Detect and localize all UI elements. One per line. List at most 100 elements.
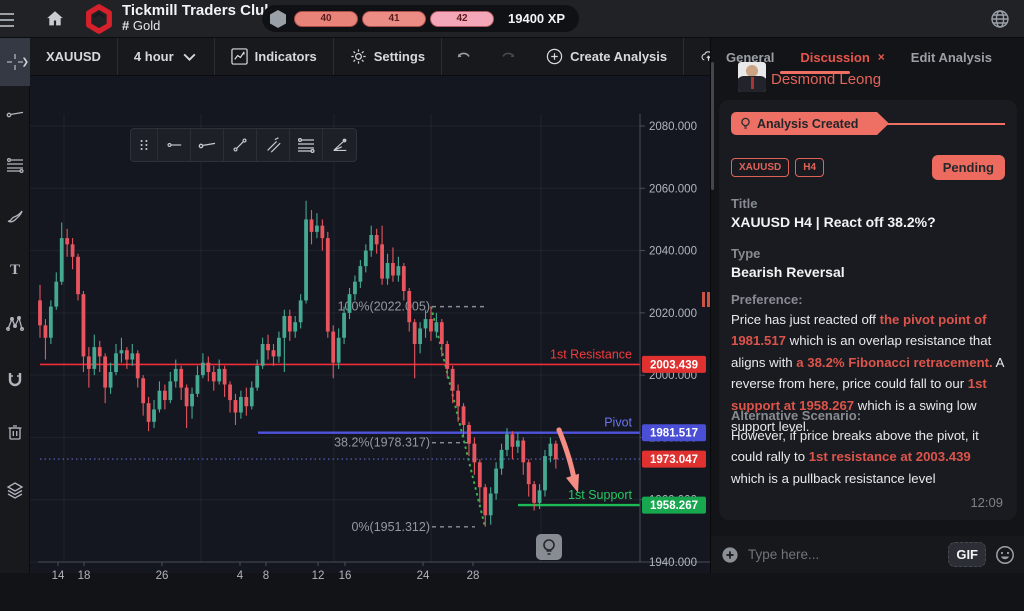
price-tick-label: 1940.000 (649, 557, 697, 569)
redo-icon (502, 52, 515, 57)
tag-row: XAUUSD H4 (731, 158, 825, 177)
sidebar-tool-magnet[interactable] (0, 356, 30, 404)
chart-svg: 100%(2022.005) 38.2%(1978.317) 0%(1951.312… (30, 114, 710, 582)
xp-level-chip: 40 (294, 10, 358, 27)
indicators-button[interactable]: Indicators (215, 38, 334, 75)
expand-tools-icon[interactable]: ❯ (21, 56, 29, 67)
sidebar-tool-xabcd-pattern[interactable] (0, 300, 30, 348)
preference-label: Preference: (731, 292, 803, 307)
preference-text: Price has just reacted off the pivot poi… (731, 312, 1004, 435)
time-tick-label: 18 (78, 570, 91, 582)
sidebar-tool-trash[interactable] (0, 408, 30, 456)
floating-tool-parallel-channel[interactable] (257, 129, 290, 161)
layers-icon (5, 480, 25, 500)
time-tick-label: 14 (52, 570, 65, 582)
avatar[interactable] (738, 62, 766, 92)
sidebar-tool-text[interactable]: T (0, 246, 30, 294)
tab-general[interactable]: General (726, 49, 775, 65)
undo-button[interactable] (442, 38, 486, 75)
undo-icon (457, 52, 470, 57)
crosshair-icon (5, 52, 25, 72)
message-timestamp: 12:09 (970, 495, 1003, 510)
channel-label: Gold (132, 18, 161, 34)
upload-button[interactable]: Ur (684, 38, 710, 75)
channel-hash: # (122, 18, 130, 34)
title-value: XAUUSD H4 | React off 38.2%? (731, 214, 936, 230)
drag-handle-icon (136, 137, 152, 153)
price-chip: 1973.047 (642, 450, 706, 468)
price-chip: 2003.439 (642, 355, 706, 373)
level-label: 1st Support (568, 488, 632, 502)
timeframe-tag: H4 (795, 158, 825, 177)
fib-level-label: 38.2%(1978.317) (334, 436, 430, 450)
gear-icon (351, 49, 366, 64)
floating-tool-fib-speed-fan[interactable] (323, 129, 356, 161)
xp-progress-pill[interactable]: 40 41 42 19400 XP (262, 5, 580, 32)
price-tick-label: 2040.000 (649, 246, 697, 258)
floating-tool-info-line[interactable] (224, 129, 257, 161)
time-tick-label: 12 (312, 570, 325, 582)
sidebar-tool-brush[interactable] (0, 193, 30, 241)
home-icon[interactable] (44, 8, 66, 30)
trend-line-icon (197, 135, 217, 155)
text-icon: T (9, 261, 20, 278)
panel-tabs: General Discussion × Edit Analysis (711, 38, 1024, 76)
price-tick-label: 2080.000 (649, 121, 697, 133)
fib-retracement-icon (296, 135, 316, 155)
tab-discussion-label: Discussion (800, 49, 870, 65)
magnet-icon (5, 370, 25, 390)
emoji-icon[interactable] (995, 545, 1015, 565)
tab-discussion[interactable]: Discussion × (800, 50, 884, 65)
globe-icon[interactable] (990, 9, 1010, 29)
chart-floating-toolbar (130, 128, 357, 162)
message-input[interactable]: Type here... (748, 547, 820, 562)
type-value: Bearish Reversal (731, 264, 845, 280)
sidebar-tool-layers[interactable] (0, 466, 30, 514)
channel-name: # Gold (122, 18, 273, 34)
price-chart[interactable]: 100%(2022.005) 38.2%(1978.317) 0%(1951.312… (30, 76, 710, 582)
interval-dropdown[interactable]: 4 hour (118, 38, 215, 75)
floating-tool-drag-handle[interactable] (131, 129, 158, 161)
svg-text:2003.439: 2003.439 (650, 359, 698, 371)
chart-toolbar: XAUUSD 4 hour Indicators Settings Create… (30, 38, 710, 76)
time-tick-label: 26 (156, 570, 169, 582)
sidebar-tool-fib-retracement[interactable] (0, 141, 30, 189)
gif-button[interactable]: GIF (948, 542, 986, 567)
symbol-button[interactable]: XAUUSD (30, 38, 118, 75)
author-name[interactable]: Desmond Leong (771, 71, 882, 88)
floating-tool-trend-line[interactable] (191, 129, 224, 161)
level-label: Pivot (604, 416, 632, 430)
brand-text: Tickmill Traders Club # Gold (122, 2, 273, 34)
analysis-message-card: Analysis Created XAUUSD H4 Pending Title… (719, 100, 1017, 520)
xabcd-pattern-icon (5, 314, 25, 334)
tab-edit-analysis[interactable]: Edit Analysis (910, 49, 992, 65)
close-tab-icon[interactable]: × (877, 50, 885, 64)
floating-tool-horizontal-ray[interactable] (158, 129, 191, 161)
chevron-down-icon (183, 53, 196, 62)
sidebar-tool-crosshair[interactable]: ❯ (0, 38, 30, 86)
floating-tool-fib-retracement[interactable] (290, 129, 323, 161)
alternative-text: However, if price breaks above the pivot… (731, 428, 979, 486)
price-chip: 1981.517 (642, 424, 706, 442)
type-label: Type (731, 246, 761, 261)
brush-icon (5, 207, 25, 227)
status-badge[interactable]: Pending (931, 155, 1005, 180)
panel-scrollbar[interactable] (711, 62, 714, 190)
create-analysis-button[interactable]: Create Analysis (530, 38, 685, 75)
time-tick-label: 24 (417, 570, 430, 582)
price-tick-label: 2020.000 (649, 308, 697, 320)
panel-resize-handle[interactable] (702, 292, 712, 307)
idea-lightbulb-icon[interactable] (536, 534, 562, 560)
attach-plus-icon[interactable] (721, 546, 739, 564)
message-input-bar: Type here... GIF (711, 536, 1024, 573)
menu-icon[interactable] (0, 9, 14, 29)
sidebar-tool-trend-line[interactable] (0, 90, 30, 138)
app-header: Tickmill Traders Club # Gold 40 41 42 19… (0, 0, 1024, 38)
trend-line-icon (5, 104, 25, 124)
redo-button[interactable] (486, 38, 530, 75)
xp-level-chip: 42 (430, 10, 494, 27)
settings-button[interactable]: Settings (334, 38, 443, 75)
fib-speed-fan-icon (331, 136, 349, 154)
time-tick-label: 4 (237, 570, 244, 582)
time-tick-label: 8 (263, 570, 269, 582)
